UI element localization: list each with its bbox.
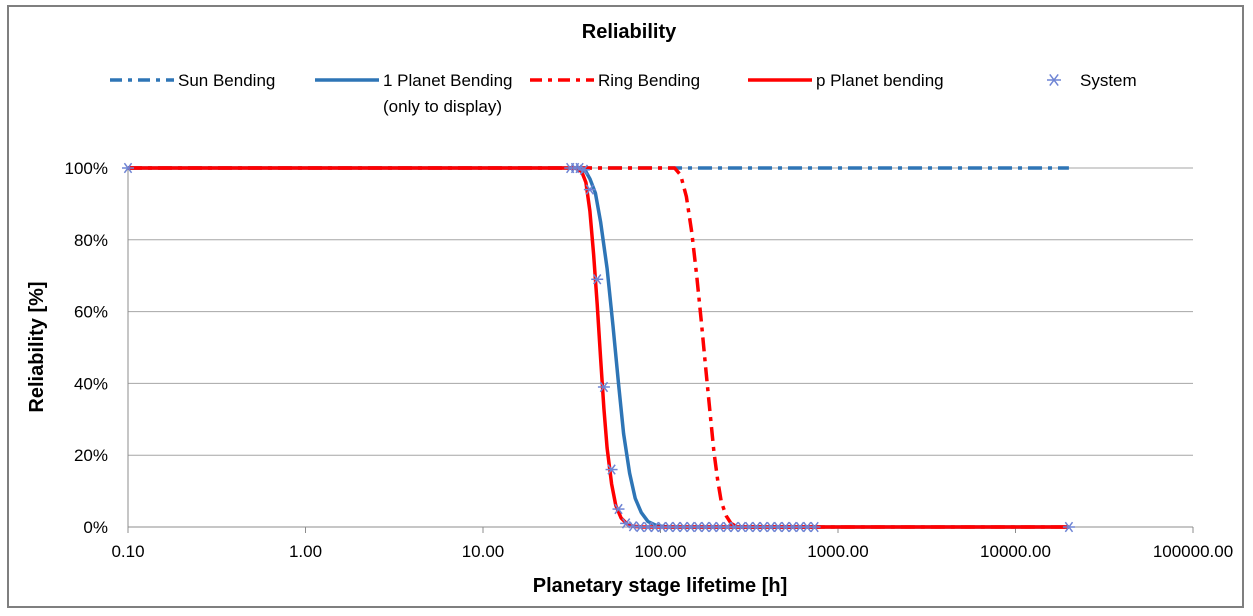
marker-stroke: [723, 521, 732, 533]
x-tick-label: 1.00: [289, 542, 322, 561]
x-tick-label: 0.10: [111, 542, 144, 561]
x-tick-labels: 0.10 1.00 10.00 100.00 1000.00 10000.00 100000…: [111, 542, 1233, 561]
marker-stroke: [766, 521, 776, 533]
x-tick-label: 10.00: [462, 542, 505, 561]
marker-stroke: [803, 521, 812, 533]
marker-stroke: [744, 521, 754, 533]
legend-label: 1 Planet Bending: [383, 71, 513, 90]
system-marker: [612, 503, 625, 515]
system-marker: [1062, 521, 1075, 533]
marker-stroke: [599, 381, 609, 393]
marker-stroke: [781, 521, 790, 533]
marker-stroke: [575, 162, 584, 174]
marker-stroke: [737, 521, 746, 533]
marker-stroke: [593, 274, 602, 285]
marker-stroke: [759, 521, 768, 533]
chart-frame: [7, 5, 1244, 608]
legend-label: Sun Bending: [178, 71, 275, 90]
marker-stroke: [708, 521, 717, 533]
axes: [127, 168, 1194, 533]
marker-stroke: [607, 464, 616, 475]
marker-stroke: [730, 521, 739, 533]
system-marker: [122, 162, 134, 174]
legend-label: (only to display): [383, 97, 502, 116]
y-tick-label: 20%: [74, 446, 108, 465]
y-axis-title: Reliability [%]: [26, 281, 48, 412]
marker-stroke: [1064, 521, 1074, 533]
system-marker: [808, 521, 821, 533]
marker-stroke: [773, 521, 783, 533]
legend-item: p Planet bending: [748, 71, 944, 90]
marker-stroke: [665, 521, 674, 533]
plot-area: [122, 162, 1075, 533]
system-marker: [591, 274, 604, 285]
marker-stroke: [650, 521, 660, 533]
marker-stroke: [679, 521, 688, 533]
marker-stroke: [614, 503, 623, 515]
marker-stroke: [693, 521, 703, 533]
marker-stroke: [788, 521, 797, 533]
marker-stroke: [686, 521, 695, 533]
marker-stroke: [715, 521, 725, 533]
marker-stroke: [795, 521, 805, 533]
y-tick-labels: 0% 20% 40% 60% 80% 100%: [65, 159, 108, 537]
marker-stroke: [636, 521, 645, 533]
system-marker: [577, 164, 590, 176]
system-marker: [597, 381, 610, 393]
system-marker: [583, 184, 596, 195]
legend-label: System: [1080, 71, 1137, 90]
marker-stroke: [621, 518, 631, 529]
x-tick-label: 100.00: [635, 542, 687, 561]
y-tick-label: 40%: [74, 374, 108, 393]
y-tick-label: 100%: [65, 159, 108, 178]
x-tick-label: 10000.00: [980, 542, 1051, 561]
legend-item: 1 Planet Bending (only to display): [315, 71, 513, 116]
marker-stroke: [579, 164, 589, 176]
legend: Sun Bending 1 Planet Bending (only to disp…: [110, 71, 1137, 116]
y-tick-label: 0%: [83, 518, 108, 537]
marker-stroke: [657, 521, 667, 533]
marker-stroke: [643, 521, 653, 533]
y-tick-label: 80%: [74, 231, 108, 250]
legend-label: Ring Bending: [598, 71, 700, 90]
system-marker: [605, 464, 618, 475]
legend-item: Sun Bending: [110, 71, 275, 90]
x-axis-title: Planetary stage lifetime [h]: [533, 575, 788, 597]
marker-stroke: [752, 521, 761, 533]
chart-title: Reliability: [582, 21, 677, 43]
marker-stroke: [810, 521, 819, 533]
legend-item: System: [1047, 71, 1137, 90]
legend-item: Ring Bending: [530, 71, 700, 90]
legend-marker: [1049, 73, 1059, 87]
x-tick-label: 1000.00: [807, 542, 868, 561]
marker-stroke: [585, 184, 595, 195]
marker-stroke: [123, 162, 133, 174]
marker-stroke: [701, 521, 710, 533]
marker-stroke: [628, 521, 638, 532]
series-line-3: [128, 166, 1069, 529]
marker-stroke: [672, 521, 681, 533]
y-tick-label: 60%: [74, 303, 108, 322]
gridlines: [128, 167, 1193, 456]
legend-label: p Planet bending: [816, 71, 944, 90]
series-line-2: [128, 166, 1069, 529]
x-tick-label: 100000.00: [1153, 542, 1233, 561]
